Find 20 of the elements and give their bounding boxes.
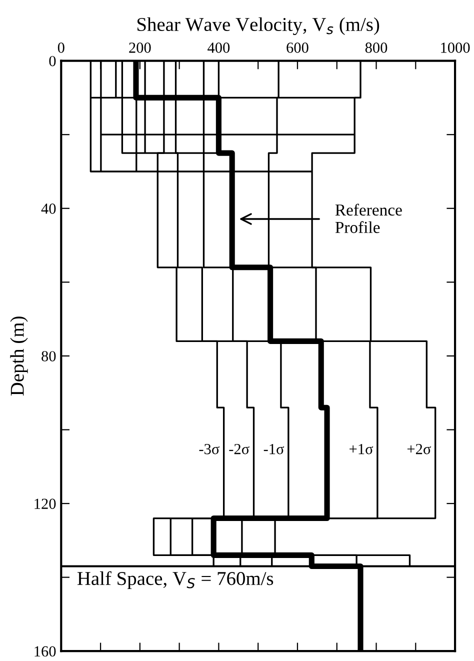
- x-tick-label: 800: [365, 42, 388, 53]
- series-label: +2σ: [407, 444, 431, 454]
- x-axis-title: Shear Wave Velocity, V$_{s}$ (m/s): [137, 17, 380, 36]
- y-tick-label: 120: [34, 498, 56, 509]
- y-tick-label: 160: [34, 646, 56, 657]
- series-label: +1σ: [350, 444, 374, 454]
- series-label: -2σ: [229, 444, 250, 454]
- series-label: -1σ: [264, 444, 284, 454]
- y-tick-label: 40: [41, 204, 56, 214]
- y-tick-label: 80: [42, 351, 56, 362]
- y-tick-label: 0: [49, 56, 56, 66]
- annotation: Half Space, V$_{S}$ = 760m/s: [77, 571, 274, 590]
- x-tick-label: 200: [129, 42, 151, 53]
- annotation: Reference Profile: [335, 204, 402, 234]
- x-tick-label: 0: [58, 42, 64, 53]
- x-tick-label: 600: [286, 42, 308, 53]
- series-label: -3σ: [199, 444, 220, 454]
- x-tick-label: 400: [208, 42, 230, 53]
- y-axis-title: Depth (m): [10, 316, 28, 396]
- x-tick-label: 1000: [441, 42, 470, 53]
